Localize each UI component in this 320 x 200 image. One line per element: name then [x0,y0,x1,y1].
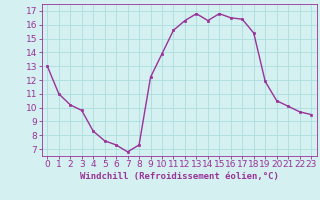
X-axis label: Windchill (Refroidissement éolien,°C): Windchill (Refroidissement éolien,°C) [80,172,279,181]
